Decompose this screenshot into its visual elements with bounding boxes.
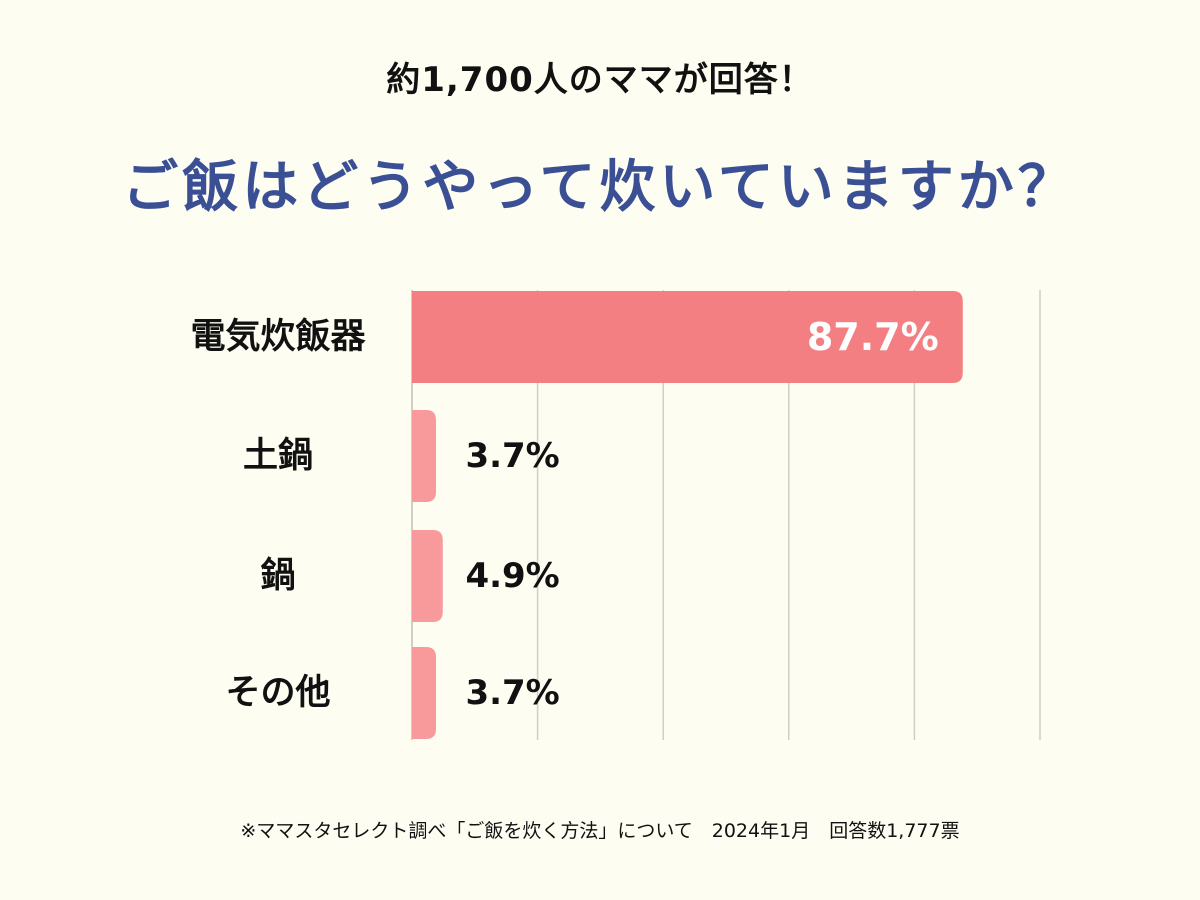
bar-3 xyxy=(412,530,443,622)
category-label: その他 xyxy=(225,673,330,713)
data-label: 4.9% xyxy=(465,556,559,596)
data-label: 3.7% xyxy=(465,436,559,476)
bar-1 xyxy=(412,291,963,383)
category-label: 電気炊飯器 xyxy=(190,316,366,357)
category-label: 土鍋 xyxy=(243,435,313,476)
chart-subtitle: 約1,700人のママが回答！ xyxy=(386,60,814,100)
data-label: 87.7% xyxy=(807,315,939,359)
bar-4 xyxy=(412,647,436,739)
chart-title: ご飯はどうやって炊いていますか？ xyxy=(122,155,1078,220)
category-label: 鍋 xyxy=(260,555,295,596)
footnote: ※ママスタセレクト調べ「ご飯を炊く方法」について 2024年1月 回答数1,77… xyxy=(240,820,960,842)
data-label: 3.7% xyxy=(465,673,559,713)
bar-2 xyxy=(412,410,436,502)
